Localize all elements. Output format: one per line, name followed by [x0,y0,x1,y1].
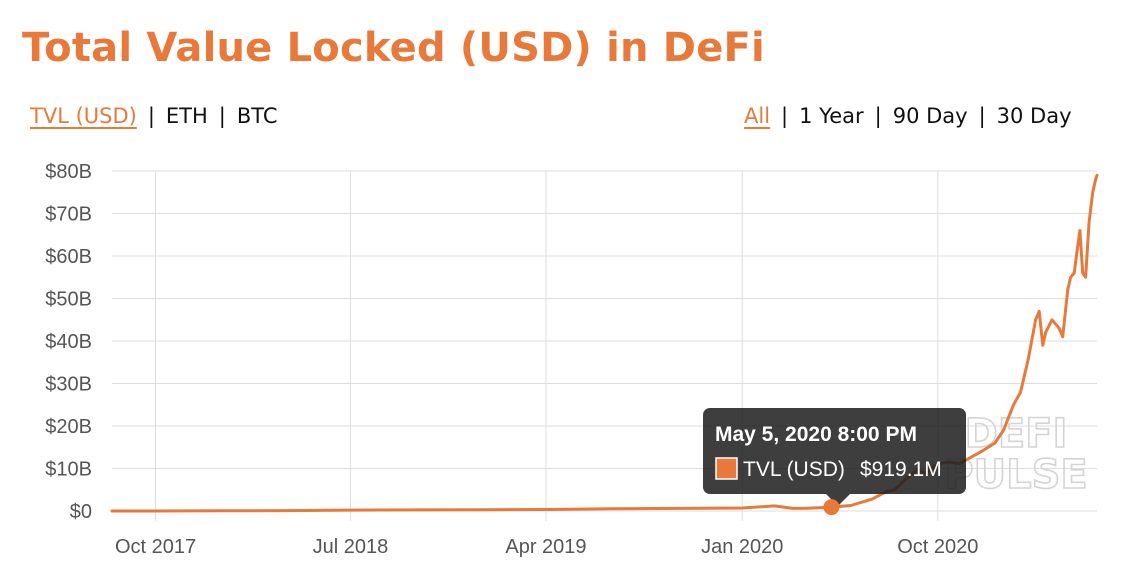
unit-toggle-group: TVL (USD) | ETH | BTC [30,100,278,132]
eth-toggle[interactable]: ETH [165,104,208,128]
tooltip-title: May 5, 2020 8:00 PM [715,423,917,446]
range-1-year-toggle[interactable]: 1 Year [799,104,864,128]
y-tick-label: $40B [45,331,92,353]
range-30-day-toggle[interactable]: 30 Day [996,104,1072,128]
x-tick-label: Jan 2020 [701,536,783,558]
range-all-toggle[interactable]: All [744,104,771,128]
y-tick-label: $60B [45,246,92,268]
btc-toggle[interactable]: BTC [236,104,278,128]
y-tick-label: $70B [45,204,92,226]
separator: | [978,104,986,128]
range-toggle-group: All | 1 Year | 90 Day | 30 Day [744,100,1072,132]
y-tick-label: $80B [45,161,92,183]
chart-grid [112,170,1097,521]
tooltip-series-label: TVL (USD) [743,458,845,481]
tooltip-pointer [826,494,850,506]
y-tick-label: $50B [45,289,92,311]
range-90-day-toggle[interactable]: 90 Day [892,104,968,128]
separator: | [218,104,226,128]
y-tick-label: $0 [70,501,92,523]
y-tick-label: $10B [45,459,92,481]
y-axis: $0 $10B $20B $30B $40B $50B $60B $70B $80B [45,161,92,523]
tvl-usd-toggle[interactable]: TVL (USD) [30,104,137,128]
tooltip: May 5, 2020 8:00 PM TVL (USD) $919.1M [703,408,966,506]
x-tick-label: Oct 2020 [897,536,978,558]
y-tick-label: $20B [45,416,92,438]
separator: | [781,104,789,128]
page-title: Total Value Locked (USD) in DeFi [22,25,765,71]
hover-point[interactable] [823,499,840,516]
separator: | [874,104,882,128]
series-line [110,173,1099,513]
tooltip-box [703,408,966,494]
x-tick-label: Jul 2018 [313,536,389,558]
x-tick-label: Apr 2019 [505,536,586,558]
x-axis: Oct 2017 Jul 2018 Apr 2019 Jan 2020 Oct 2020 [115,536,978,558]
separator: | [147,104,155,128]
x-tick-label: Oct 2017 [115,536,196,558]
watermark-defi: DEFI [965,411,1068,457]
tooltip-swatch [715,457,738,480]
y-tick-label: $30B [45,374,92,396]
tooltip-value: $919.1M [860,458,942,481]
